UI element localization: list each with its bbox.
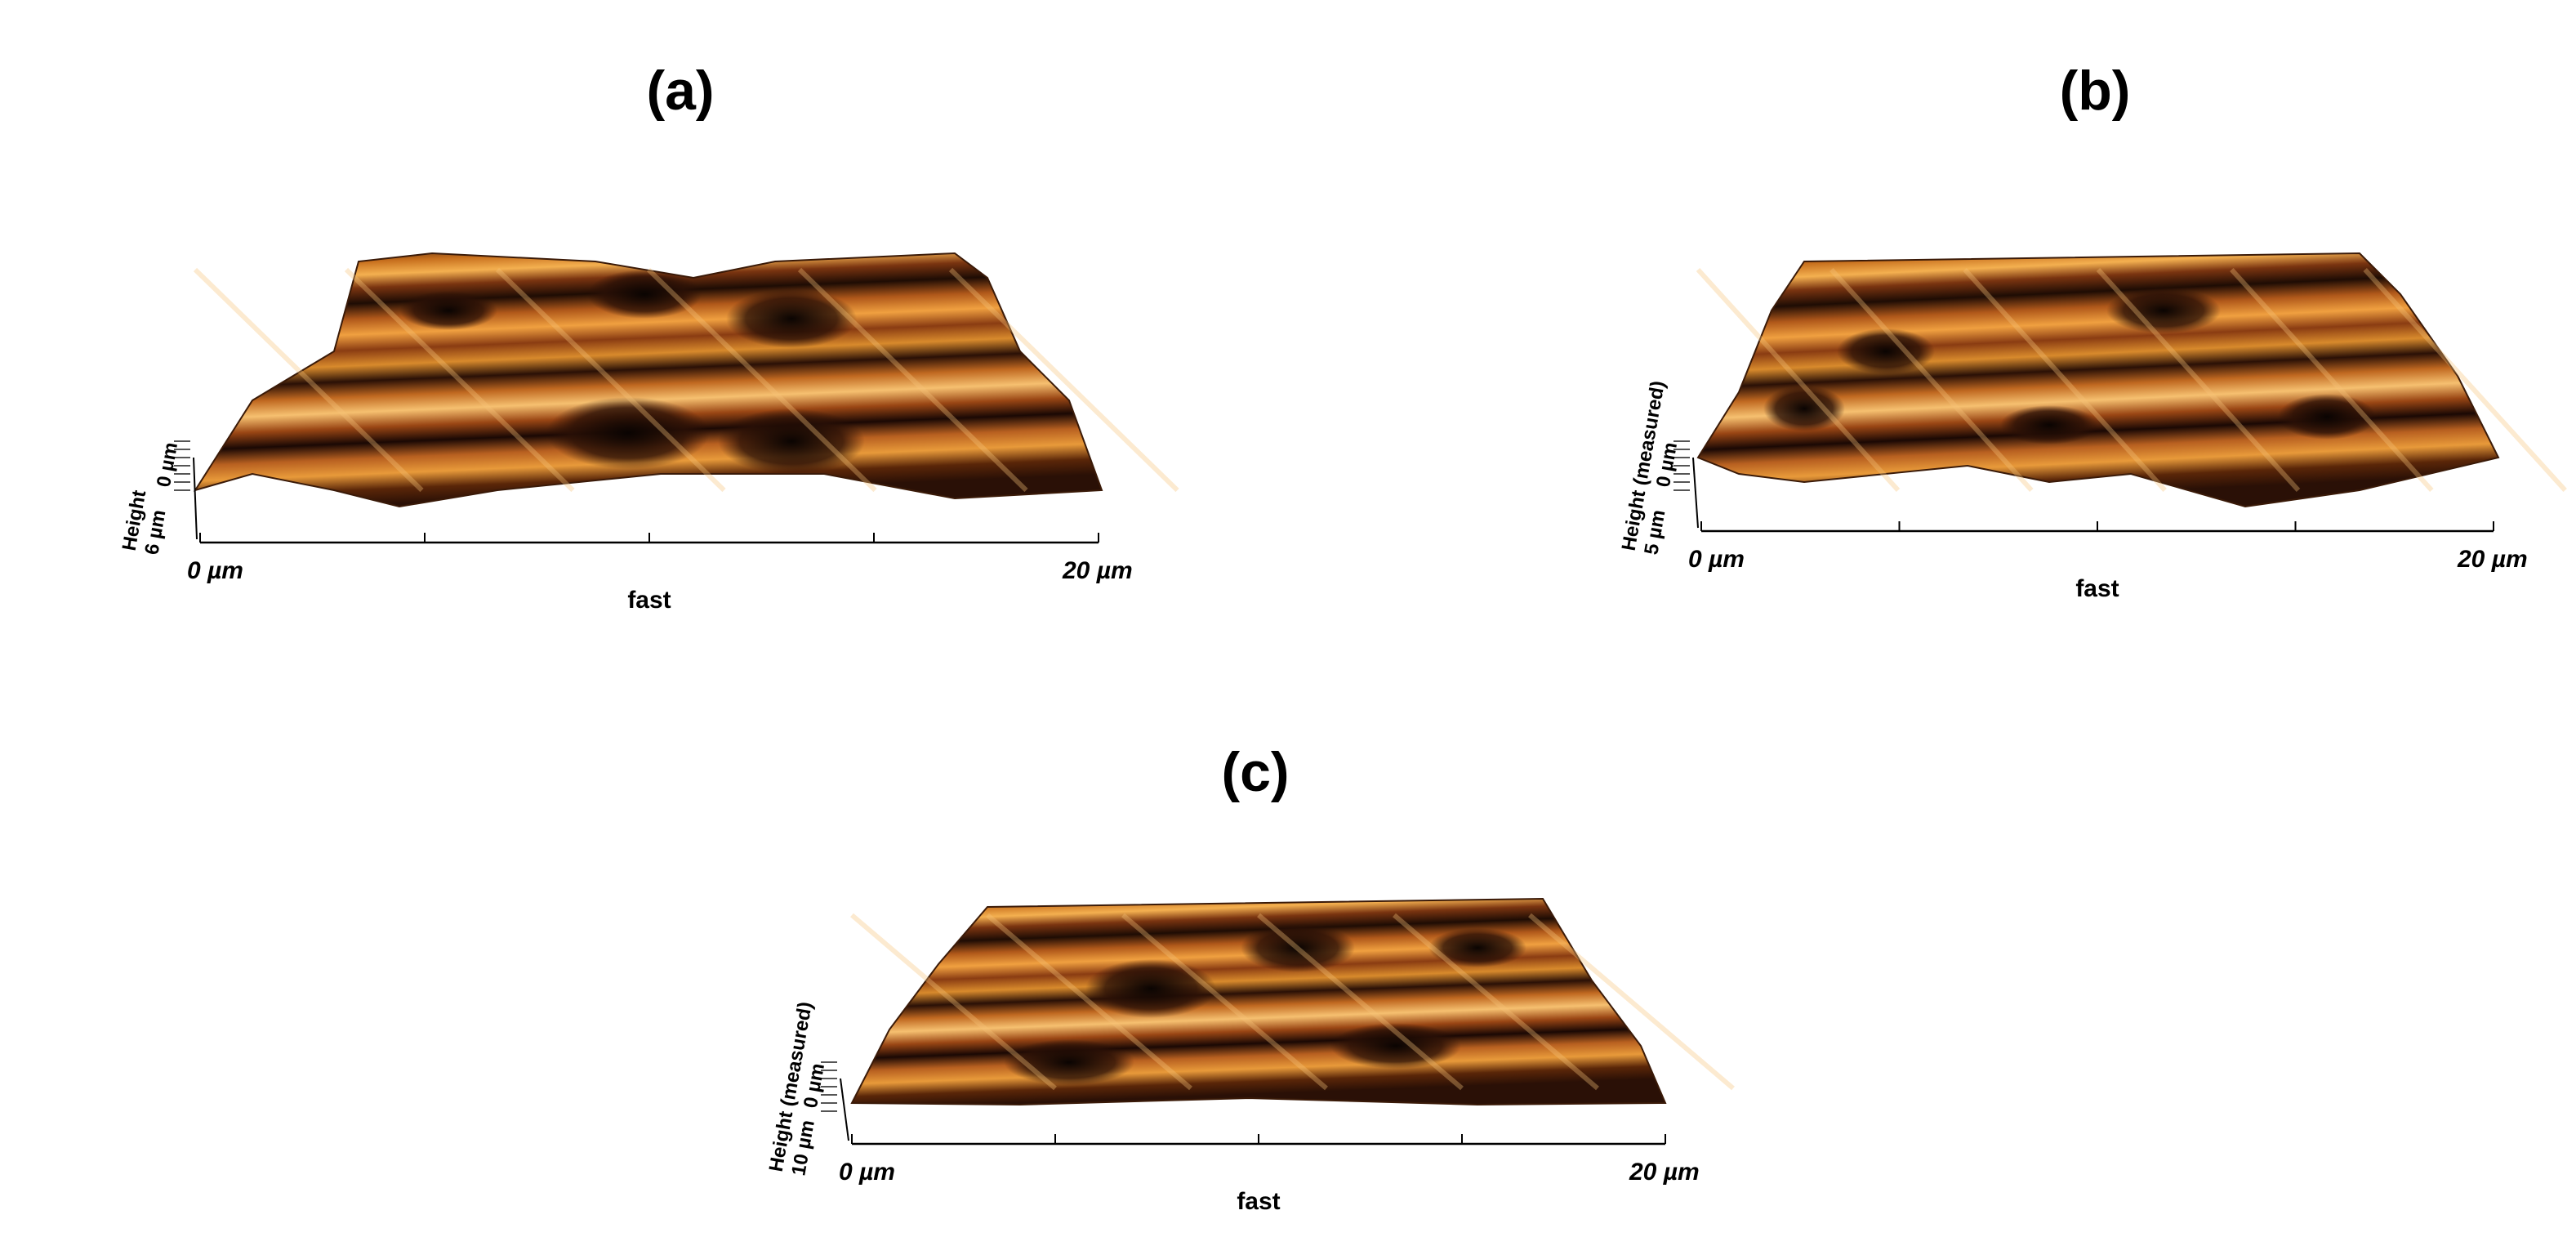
height-labels: Height (measured)10 µm0 µm — [765, 1000, 829, 1177]
fiber-highlight — [2363, 267, 2567, 493]
fiber-highlight — [193, 267, 424, 493]
surface-pit — [1241, 923, 1355, 972]
surface-pit — [1085, 959, 1216, 1018]
afm-panel: (b) 0 µm 20 µm fast Height (measured)5 µm0 µ… — [1618, 60, 2567, 602]
fiber-highlight — [1963, 267, 2167, 493]
fiber-highlight — [1696, 267, 1901, 493]
surface-pit — [2106, 288, 2221, 333]
panel-label: (b) — [2060, 60, 2131, 122]
fiber-highlight — [1393, 913, 1599, 1091]
x-axis-name: fast — [627, 587, 671, 614]
surface-pit — [399, 291, 497, 330]
fiber-highlight — [797, 267, 1028, 493]
surface-pit — [1837, 328, 1935, 374]
surface-pit — [726, 289, 857, 348]
surface-pit — [1428, 928, 1526, 967]
surface-pit — [587, 270, 702, 319]
surface-pit — [2000, 405, 2098, 444]
x-axis-end: 20 µm — [1062, 557, 1133, 584]
x-axis-end: 20 µm — [1629, 1159, 1700, 1186]
height-axis — [193, 457, 198, 540]
afm-panel: (c) 0 µm 20 µm fast Height (measured)10 µm0 … — [765, 741, 1735, 1215]
fiber-highlight — [1121, 913, 1328, 1091]
surface-pit — [1330, 1023, 1461, 1069]
x-axis-start: 0 µm — [187, 557, 243, 584]
x-axis-end: 20 µm — [2457, 546, 2528, 573]
surface-pit — [1004, 1039, 1134, 1085]
surface — [1696, 252, 2500, 508]
height-axis — [840, 1078, 849, 1141]
panel-label: (c) — [1221, 741, 1289, 803]
x-axis-start: 0 µm — [839, 1159, 895, 1186]
fiber-highlight — [1528, 913, 1735, 1091]
x-axis-name: fast — [2075, 575, 2119, 602]
fiber-highlight — [850, 913, 1057, 1091]
surface-pit — [546, 397, 710, 469]
height-labels: Height (measured)5 µm0 µm — [1618, 379, 1682, 556]
fiber-highlight — [986, 913, 1192, 1091]
fiber-highlight — [2096, 267, 2301, 493]
fiber-highlight — [948, 267, 1179, 493]
fiber-highlight — [344, 267, 575, 493]
surface-pit — [718, 409, 865, 474]
x-axis-name: fast — [1237, 1188, 1280, 1215]
fiber-highlight — [2230, 267, 2434, 493]
x-axis-start: 0 µm — [1688, 546, 1745, 573]
panel-label: (a) — [646, 60, 714, 122]
fiber-highlight — [1829, 267, 2034, 493]
fiber-highlight — [646, 267, 877, 493]
fiber-highlight — [1257, 913, 1464, 1091]
surface-pit — [1763, 386, 1845, 431]
surface-pit — [2278, 394, 2376, 440]
height-axis — [1692, 457, 1699, 529]
fiber-highlight — [495, 267, 726, 493]
